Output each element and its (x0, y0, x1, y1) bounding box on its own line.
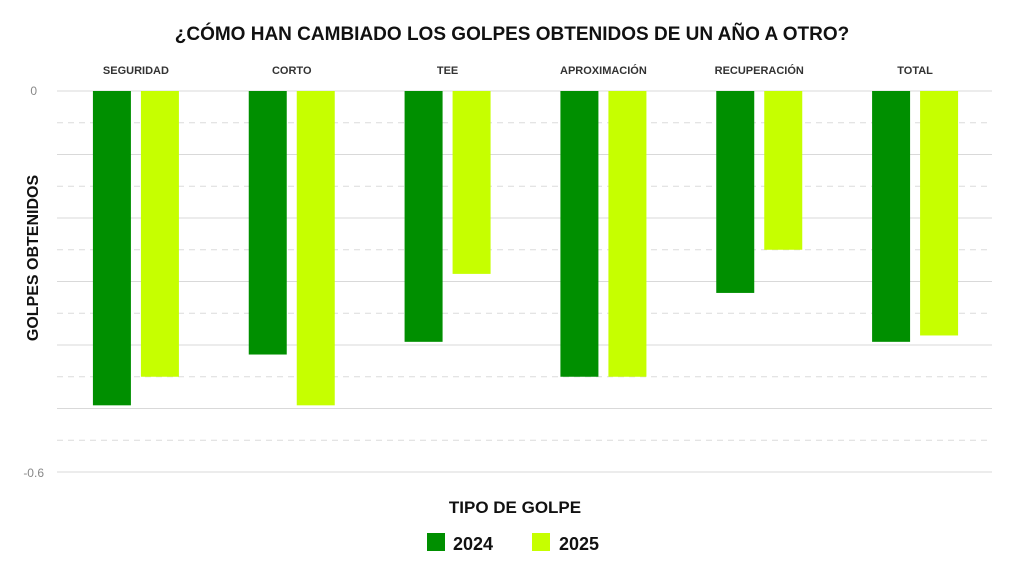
bars (92, 91, 959, 406)
legend-label: 2024 (453, 534, 493, 554)
legend-swatch (532, 533, 550, 551)
bar-2024 (716, 91, 755, 293)
bar-2024 (872, 91, 911, 342)
legend-label: 2025 (559, 534, 599, 554)
bar-2024 (560, 91, 599, 377)
bar-2025 (920, 91, 959, 336)
chart-title: ¿CÓMO HAN CAMBIADO LOS GOLPES OBTENIDOS … (175, 23, 850, 45)
category-label: CORTO (272, 65, 312, 77)
legend: 2024 2025 (427, 533, 599, 554)
category-label: APROXIMACIÓN (560, 64, 647, 77)
x-axis-label: TIPO DE GOLPE (449, 498, 581, 517)
category-label: TOTAL (897, 65, 933, 77)
bar-2025 (452, 91, 491, 274)
bar-2025 (608, 91, 647, 377)
legend-swatch (427, 533, 445, 551)
category-label: RECUPERACIÓN (715, 64, 804, 77)
bar-2025 (764, 91, 803, 250)
bar-2025 (296, 91, 335, 406)
y-axis-label: GOLPES OBTENIDOS (25, 175, 42, 342)
bar-2024 (248, 91, 287, 355)
gridlines (57, 90, 992, 473)
category-label: TEE (437, 65, 458, 77)
y-tick-label-top: 0 (30, 84, 37, 98)
category-labels: SEGURIDAD CORTO TEE APROXIMACIÓN RECUPERACIÓ… (103, 64, 933, 77)
bar-2024 (404, 91, 443, 342)
category-label: SEGURIDAD (103, 65, 169, 77)
bar-2025 (140, 91, 179, 377)
bar-2024 (92, 91, 131, 406)
y-tick-label-bottom: -0.6 (23, 466, 44, 480)
